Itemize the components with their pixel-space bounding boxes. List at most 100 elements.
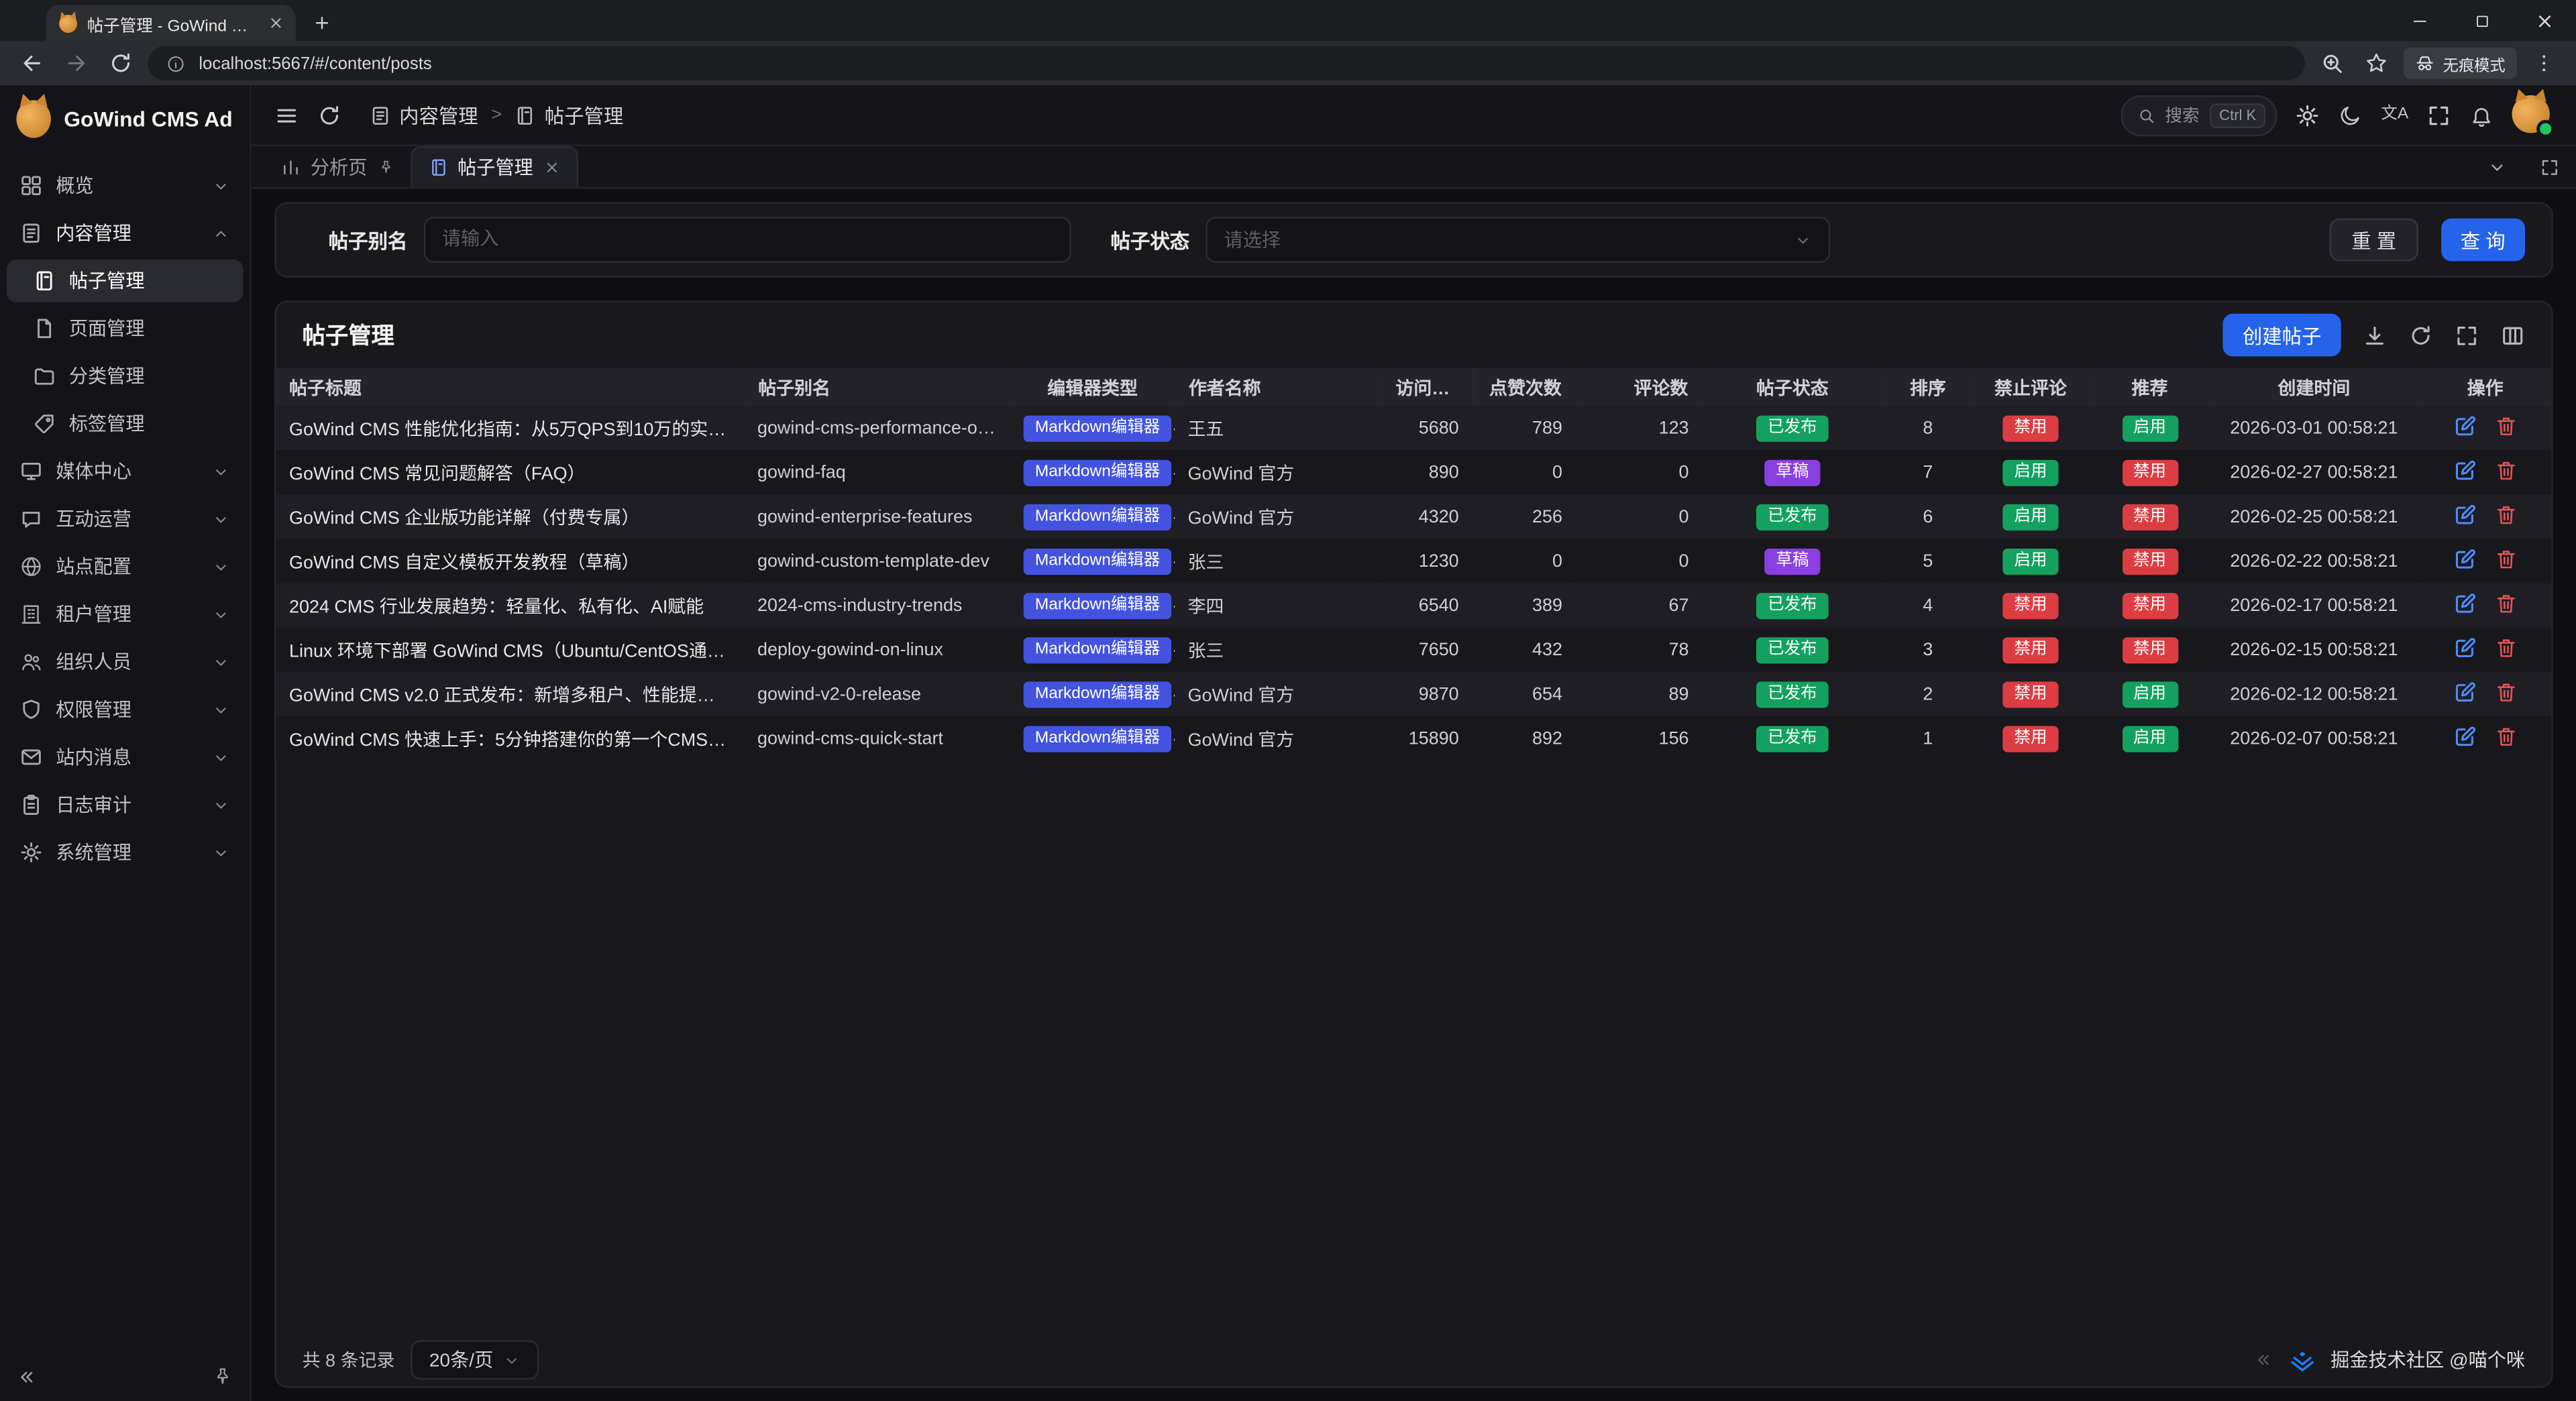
delete-post-button[interactable] [2493, 546, 2518, 571]
collapse-sidebar-icon[interactable] [16, 1365, 38, 1387]
delete-post-button[interactable] [2493, 413, 2518, 438]
table-row[interactable]: GoWind CMS 企业版功能详解（付费专属） gowind-enterpris… [276, 494, 2552, 539]
alias-filter-input[interactable] [423, 217, 1071, 263]
edit-post-button[interactable] [2452, 635, 2477, 660]
table-row[interactable]: GoWind CMS 常见问题解答（FAQ） gowind-faq Markdown… [276, 450, 2552, 495]
column-header-点赞次数[interactable]: 点赞次数 [1472, 368, 1576, 406]
user-avatar[interactable] [2512, 94, 2555, 137]
collapse-menu-icon[interactable] [274, 103, 299, 127]
refresh-table-icon[interactable] [2408, 323, 2433, 347]
language-icon[interactable]: 文A [2381, 105, 2409, 123]
column-header-推荐[interactable]: 推荐 [2088, 368, 2212, 406]
close-tab-icon[interactable] [543, 160, 559, 176]
sidebar-item-帖子管理[interactable]: 帖子管理 [6, 259, 244, 302]
sidebar-item-租户管理[interactable]: 租户管理 [7, 593, 244, 636]
sidebar-item-日志审计[interactable]: 日志审计 [7, 783, 244, 826]
delete-post-button[interactable] [2493, 679, 2518, 704]
column-header-访问次数[interactable]: 访问次数 [1381, 368, 1473, 406]
edit-post-button[interactable] [2452, 724, 2477, 748]
fullscreen-icon[interactable] [2426, 103, 2451, 127]
breadcrumb-item-posts[interactable]: 帖子管理 [515, 101, 623, 129]
sidebar-item-站点配置[interactable]: 站点配置 [7, 545, 244, 588]
sidebar-item-页面管理[interactable]: 页面管理 [7, 307, 244, 350]
sidebar-item-分类管理[interactable]: 分类管理 [7, 355, 244, 398]
bookmark-star-icon[interactable] [2364, 51, 2389, 76]
tab-fullscreen-icon[interactable] [2540, 157, 2559, 176]
reload-icon[interactable] [109, 51, 133, 76]
sidebar-item-权限管理[interactable]: 权限管理 [7, 688, 244, 731]
sidebar-item-组织人员[interactable]: 组织人员 [7, 640, 244, 683]
create-post-button[interactable]: 创建帖子 [2222, 313, 2341, 357]
window-maximize-icon[interactable] [2451, 11, 2514, 30]
edit-post-button[interactable] [2452, 590, 2477, 615]
sidebar-item-站内消息[interactable]: 站内消息 [7, 736, 244, 779]
delete-post-button[interactable] [2493, 590, 2518, 615]
edit-post-button[interactable] [2452, 546, 2477, 571]
column-header-操作[interactable]: 操作 [2416, 368, 2552, 406]
edit-post-button[interactable] [2452, 457, 2477, 482]
back-icon[interactable] [19, 51, 44, 76]
theme-toggle-icon[interactable] [2339, 103, 2363, 127]
sidebar-item-媒体中心[interactable]: 媒体中心 [7, 450, 244, 493]
column-header-帖子别名[interactable]: 帖子别名 [744, 368, 1012, 406]
sidebar-item-概览[interactable]: 概览 [7, 164, 244, 207]
site-info-icon[interactable] [166, 54, 185, 73]
status-filter-select[interactable]: 请选择 [1205, 217, 1831, 263]
sidebar-item-系统管理[interactable]: 系统管理 [7, 831, 244, 874]
page-size-select[interactable]: 20条/页 [411, 1340, 539, 1380]
settings-icon[interactable] [2296, 103, 2320, 127]
table-row[interactable]: GoWind CMS v2.0 正式发布：新增多租户、性能提升100% gowin… [276, 671, 2552, 716]
browser-tab[interactable]: 帖子管理 - GoWind CMS Adm [46, 5, 296, 42]
app-logo[interactable]: GoWind CMS Ad... [0, 85, 250, 151]
query-button[interactable]: 查 询 [2440, 218, 2526, 262]
table-row[interactable]: GoWind CMS 性能优化指南：从5万QPS到10万的实战经验 gowind-… [276, 405, 2552, 451]
column-header-编辑器类型[interactable]: 编辑器类型 [1010, 368, 1176, 406]
table-row[interactable]: GoWind CMS 自定义模板开发教程（草稿） gowind-custom-te… [276, 539, 2552, 583]
table-row[interactable]: Linux 环境下部署 GoWind CMS（Ubuntu/CentOS通用） d… [276, 627, 2552, 672]
column-header-禁止评论[interactable]: 禁止评论 [1973, 368, 2089, 406]
table-fullscreen-icon[interactable] [2455, 323, 2479, 347]
sidebar-item-标签管理[interactable]: 标签管理 [7, 402, 244, 445]
sidebar-pin-icon[interactable] [212, 1365, 233, 1387]
column-header-作者名称[interactable]: 作者名称 [1175, 368, 1383, 406]
sidebar-item-内容管理[interactable]: 内容管理 [7, 212, 244, 255]
table-row[interactable]: GoWind CMS 快速上手：5分钟搭建你的第一个CMS站点 gowind-cm… [276, 716, 2552, 761]
delete-post-button[interactable] [2493, 635, 2518, 660]
refresh-page-icon[interactable] [317, 103, 342, 127]
column-header-创建时间[interactable]: 创建时间 [2211, 368, 2418, 406]
zoom-icon[interactable] [2320, 51, 2345, 76]
delete-post-button[interactable] [2493, 457, 2518, 482]
table-row[interactable]: 2024 CMS 行业发展趋势：轻量化、私有化、AI赋能 2024-cms-ind… [276, 583, 2552, 628]
site-favicon-icon [58, 13, 77, 33]
tab-posts[interactable]: 帖子管理 [410, 146, 578, 188]
tab-analytics[interactable]: 分析页 [264, 146, 410, 187]
sidebar-item-互动运营[interactable]: 互动运营 [7, 498, 244, 541]
delete-post-button[interactable] [2493, 502, 2518, 526]
column-header-帖子标题[interactable]: 帖子标题 [276, 368, 745, 406]
sidebar-item-label: 概览 [56, 177, 94, 197]
edit-post-button[interactable] [2452, 679, 2477, 704]
window-close-icon[interactable] [2514, 11, 2576, 30]
tab-close-icon[interactable] [268, 15, 284, 31]
export-icon[interactable] [2363, 323, 2387, 347]
post-title-cell: GoWind CMS 性能优化指南：从5万QPS到10万的实战经验 [289, 419, 745, 440]
global-search[interactable]: 搜索 Ctrl K [2121, 94, 2278, 136]
notifications-icon[interactable] [2469, 103, 2494, 127]
window-minimize-icon[interactable] [2389, 11, 2451, 30]
editor-type-badge: Markdown编辑器 [1023, 503, 1172, 530]
delete-post-button[interactable] [2493, 724, 2518, 748]
browser-menu-icon[interactable] [2532, 51, 2557, 76]
breadcrumb-item-content[interactable]: 内容管理 [370, 101, 478, 129]
edit-post-button[interactable] [2452, 502, 2477, 526]
reset-button[interactable]: 重 置 [2330, 218, 2418, 262]
edit-post-button[interactable] [2452, 413, 2477, 438]
column-header-排序[interactable]: 排序 [1882, 368, 1974, 406]
column-header-评论数[interactable]: 评论数 [1575, 368, 1703, 406]
address-bar[interactable]: localhost:5667/#/content/posts [148, 46, 2305, 81]
column-settings-icon[interactable] [2500, 323, 2525, 347]
column-header-帖子状态[interactable]: 帖子状态 [1702, 368, 1884, 406]
pin-tab-icon[interactable] [377, 158, 393, 174]
new-tab-icon[interactable] [312, 13, 331, 33]
forward-icon[interactable] [64, 51, 89, 76]
tab-list-icon[interactable] [2487, 157, 2507, 176]
